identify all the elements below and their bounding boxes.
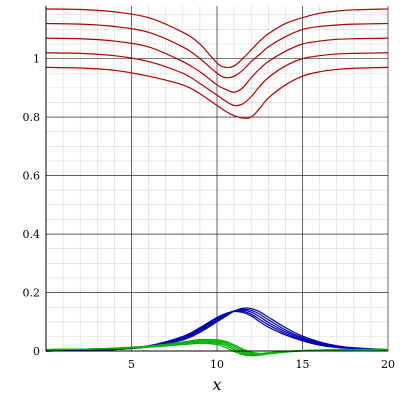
green-series-line-15 xyxy=(45,338,389,354)
y-tick-labels: 0 0.2 0.4 0.6 0.8 1 xyxy=(23,53,41,358)
y-tick-label: 0 xyxy=(33,345,40,358)
y-tick-label: 1 xyxy=(33,53,40,66)
series-group xyxy=(45,8,389,357)
y-tick-label: 0.4 xyxy=(23,228,41,241)
x-tick-label: 15 xyxy=(296,358,310,371)
y-tick-label: 0.2 xyxy=(23,287,41,300)
grid xyxy=(46,6,389,351)
red-series-line-1 xyxy=(45,8,389,69)
x-tick-label: 5 xyxy=(128,358,135,371)
x-axis-label: x xyxy=(212,375,221,394)
x-tick-label: 10 xyxy=(210,358,224,371)
red-series-line-5 xyxy=(45,66,389,119)
x-tick-label: 20 xyxy=(381,358,395,371)
x-tick-labels: 5 10 15 20 xyxy=(128,358,395,371)
red-series-line-4 xyxy=(45,52,389,107)
red-series-line-2 xyxy=(45,22,389,79)
red-series-line-3 xyxy=(45,37,389,93)
axes xyxy=(45,6,388,352)
y-tick-label: 0.6 xyxy=(23,170,41,183)
y-tick-label: 0.8 xyxy=(23,111,41,124)
